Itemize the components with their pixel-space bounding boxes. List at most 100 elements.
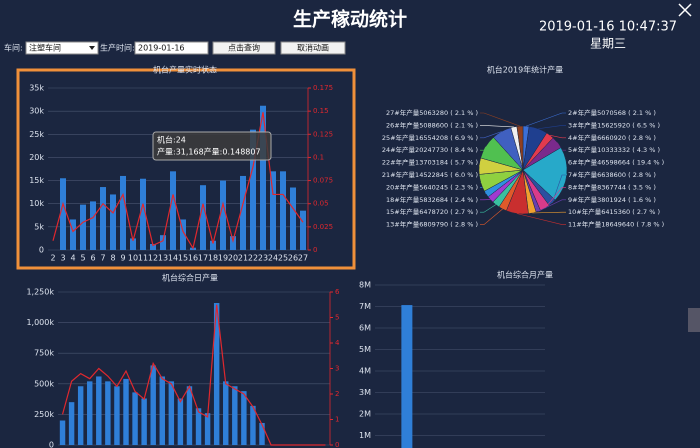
chart-title: 机台综合日产量 xyxy=(162,273,218,283)
y-tick-label: 2M xyxy=(359,410,371,419)
bar xyxy=(140,178,146,250)
leader-line xyxy=(525,112,566,127)
y2-tick-label: 0.125 xyxy=(313,130,333,138)
bar xyxy=(290,187,296,250)
pie-label: 21#年产量14522845 ( 6.0 % ) xyxy=(382,170,478,179)
x-tick-label: 4 xyxy=(70,254,75,263)
bar xyxy=(160,235,166,250)
bar xyxy=(110,194,116,250)
leader-line xyxy=(480,204,496,213)
y-tick-label: 8M xyxy=(359,281,371,290)
bar xyxy=(90,201,96,250)
y-tick-label: 750k xyxy=(34,349,54,358)
date-input[interactable] xyxy=(134,41,209,55)
x-tick-label: 25 xyxy=(278,254,288,263)
side-tab[interactable] xyxy=(688,308,700,332)
pie-label: 24#年产量20247730 ( 8.4 % ) xyxy=(382,145,478,154)
bar xyxy=(114,386,120,445)
pie-label: 18#年产量5832684 ( 2.4 % ) xyxy=(386,195,478,204)
x-tick-label: 9 xyxy=(120,254,125,263)
y-tick-label: 25k xyxy=(29,130,44,139)
x-tick-label: 17 xyxy=(198,254,208,263)
leader-line xyxy=(544,187,566,209)
date-label: 生产时间: xyxy=(100,43,135,53)
bar xyxy=(130,238,136,250)
select-arrow xyxy=(89,46,95,50)
tooltip xyxy=(152,131,272,161)
bar xyxy=(150,365,156,445)
x-tick-label: 6 xyxy=(90,254,95,263)
query-button[interactable] xyxy=(212,41,276,55)
leader-line xyxy=(480,125,514,128)
rate-line xyxy=(61,304,326,446)
workshop-select[interactable] xyxy=(25,41,99,55)
x-tick-label: 19 xyxy=(218,254,228,263)
y-tick-label: 1M xyxy=(359,431,371,440)
x-tick-label: 8 xyxy=(110,254,115,263)
y-tick-label: 20k xyxy=(29,153,44,162)
x-tick-label: 5 xyxy=(80,254,85,263)
x-tick-label: 14 xyxy=(168,254,178,263)
leader-line xyxy=(552,174,566,203)
datetime: 2019-01-16 10:47:37 xyxy=(539,20,677,35)
bar xyxy=(230,236,236,250)
cancel-button[interactable] xyxy=(280,41,346,55)
leader-line xyxy=(517,213,566,225)
x-tick-label: 16 xyxy=(188,254,198,263)
y2-tick-label: 2 xyxy=(335,390,339,398)
bar xyxy=(60,178,66,250)
x-tick-label: 24 xyxy=(268,254,278,263)
leader-line xyxy=(561,162,568,175)
bar xyxy=(250,405,256,445)
chart-title: 机台综合月产量 xyxy=(497,270,553,280)
y2-tick-label: 0.175 xyxy=(313,84,333,92)
highlight-frame xyxy=(16,68,356,270)
bar xyxy=(59,420,66,445)
bar xyxy=(280,171,286,250)
leader-line xyxy=(480,174,485,184)
bar xyxy=(120,175,126,250)
close-button[interactable] xyxy=(678,3,692,17)
y-tick-label: 1,250k xyxy=(26,288,54,297)
x-tick-label: 22 xyxy=(248,254,258,263)
x-tick-label: 15 xyxy=(178,254,188,263)
cancel-text: 取消动画 xyxy=(297,43,329,53)
leader-line xyxy=(480,146,486,151)
pie-label: 5#年产量10333332 ( 4.3 % ) xyxy=(568,145,660,154)
x-tick-label: 13 xyxy=(158,254,168,263)
bar xyxy=(132,392,138,445)
y-tick-label: 1,000k xyxy=(26,318,54,327)
bar xyxy=(259,422,265,445)
y2-tick-label: 0.025 xyxy=(313,223,333,231)
y2-tick-label: 0.05 xyxy=(313,200,329,208)
leader-line xyxy=(480,131,502,139)
pie-label: 9#年产量3801924 ( 1.6 % ) xyxy=(568,195,656,204)
y-tick-label: 4M xyxy=(359,367,371,376)
leader-line xyxy=(480,112,521,127)
bar xyxy=(141,398,147,445)
y-tick-label: 35k xyxy=(29,84,44,93)
x-tick-label: 10 xyxy=(128,254,138,263)
bar xyxy=(70,219,76,250)
x-tick-label: 18 xyxy=(208,254,218,263)
leader-line xyxy=(538,199,566,212)
pie-label: 10#年产量6415360 ( 2.7 % ) xyxy=(568,207,660,216)
leader-line xyxy=(478,162,485,167)
bar xyxy=(186,386,193,445)
pie-label: 11#年产量18649640 ( 7.8 % ) xyxy=(568,220,664,229)
bar xyxy=(232,386,238,445)
leader-line xyxy=(549,134,566,139)
bar xyxy=(87,381,93,445)
y-tick-label: 7M xyxy=(359,302,371,311)
leader-line xyxy=(538,125,566,130)
y2-tick-label: 1 xyxy=(335,416,339,424)
bar xyxy=(240,175,246,250)
query-text: 点击查询 xyxy=(228,43,260,53)
pie-label: 13#年产量6809790 ( 2.8 % ) xyxy=(386,220,478,229)
bar xyxy=(220,180,226,250)
pie-label: 20#年产量5640245 ( 2.3 % ) xyxy=(386,182,478,191)
bar xyxy=(213,303,220,445)
bar xyxy=(270,171,276,250)
